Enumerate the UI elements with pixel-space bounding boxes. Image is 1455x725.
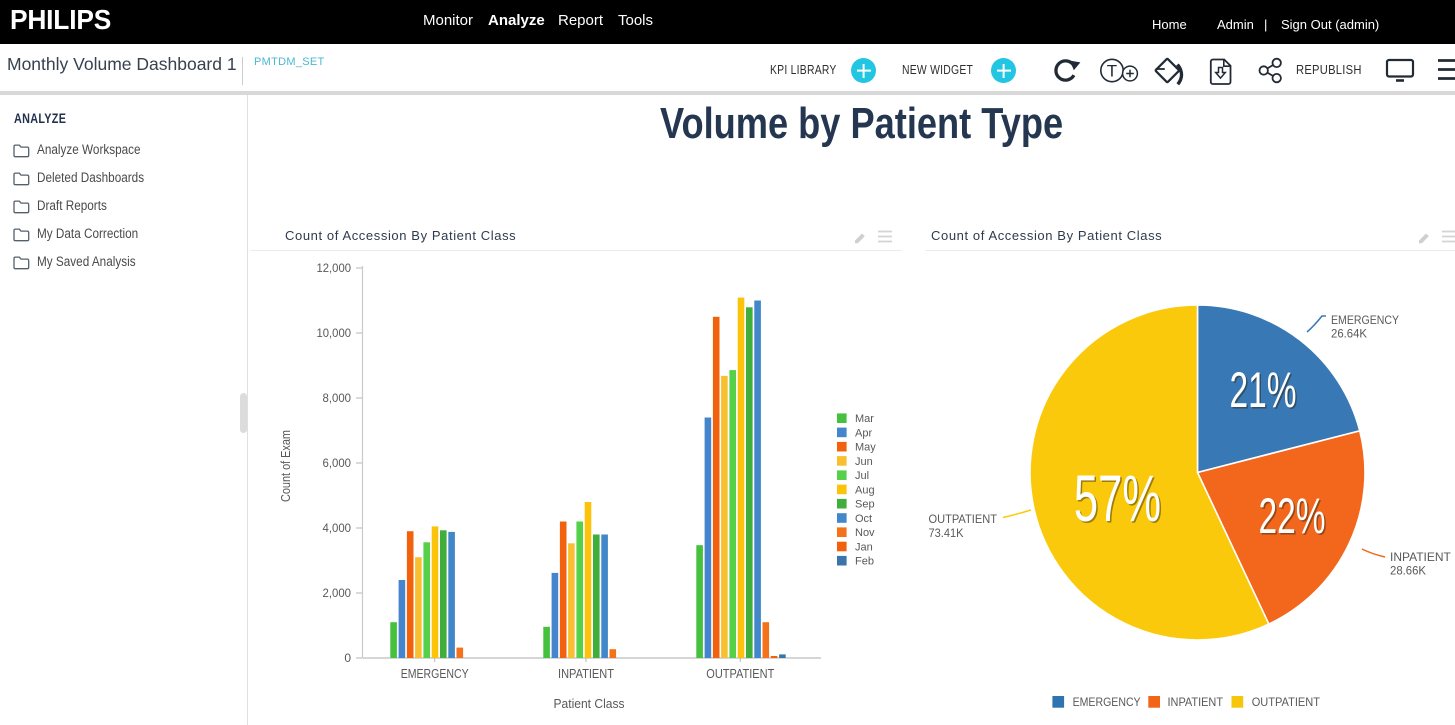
svg-text:Oct: Oct [855,513,872,525]
svg-text:22%: 22% [1258,488,1325,544]
svg-text:May: May [855,442,876,454]
svg-text:T: T [1107,62,1117,81]
svg-text:28.66K: 28.66K [1390,564,1426,578]
svg-text:Count of Exam: Count of Exam [279,430,293,502]
svg-text:Aug: Aug [855,484,875,496]
svg-text:2,000: 2,000 [323,586,352,600]
svg-text:OUTPATIENT: OUTPATIENT [706,667,774,681]
svg-text:21%: 21% [1229,362,1296,418]
svg-text:INPATIENT: INPATIENT [1168,695,1224,709]
svg-text:21%: 21% [1231,364,1298,420]
svg-text:INPATIENT: INPATIENT [558,667,614,681]
svg-text:22%: 22% [1260,490,1327,546]
svg-text:Jul: Jul [855,470,869,482]
svg-text:Nov: Nov [855,527,875,539]
svg-text:10,000: 10,000 [317,326,352,340]
svg-text:6,000: 6,000 [323,456,352,470]
svg-text:26.64K: 26.64K [1331,327,1367,341]
svg-text:Jun: Jun [855,456,873,468]
svg-text:73.41K: 73.41K [929,526,964,540]
svg-text:57%: 57% [1074,461,1161,535]
svg-text:Sep: Sep [855,499,875,511]
svg-text:57%: 57% [1075,462,1162,536]
svg-text:4,000: 4,000 [323,521,352,535]
svg-text:12,000: 12,000 [317,261,352,275]
svg-text:OUTPATIENT: OUTPATIENT [1252,695,1321,709]
svg-text:EMERGENCY: EMERGENCY [1331,313,1399,327]
svg-text:Jan: Jan [855,541,873,553]
svg-text:Feb: Feb [855,556,874,568]
svg-text:Apr: Apr [855,427,872,439]
svg-text:OUTPATIENT: OUTPATIENT [929,512,998,526]
svg-text:Patient Class: Patient Class [554,696,625,711]
svg-text:Mar: Mar [855,413,874,425]
svg-text:EMERGENCY: EMERGENCY [1073,695,1141,709]
svg-text:EMERGENCY: EMERGENCY [401,667,470,681]
svg-text:8,000: 8,000 [323,391,352,405]
svg-text:INPATIENT: INPATIENT [1390,550,1452,564]
svg-text:0: 0 [344,651,351,665]
